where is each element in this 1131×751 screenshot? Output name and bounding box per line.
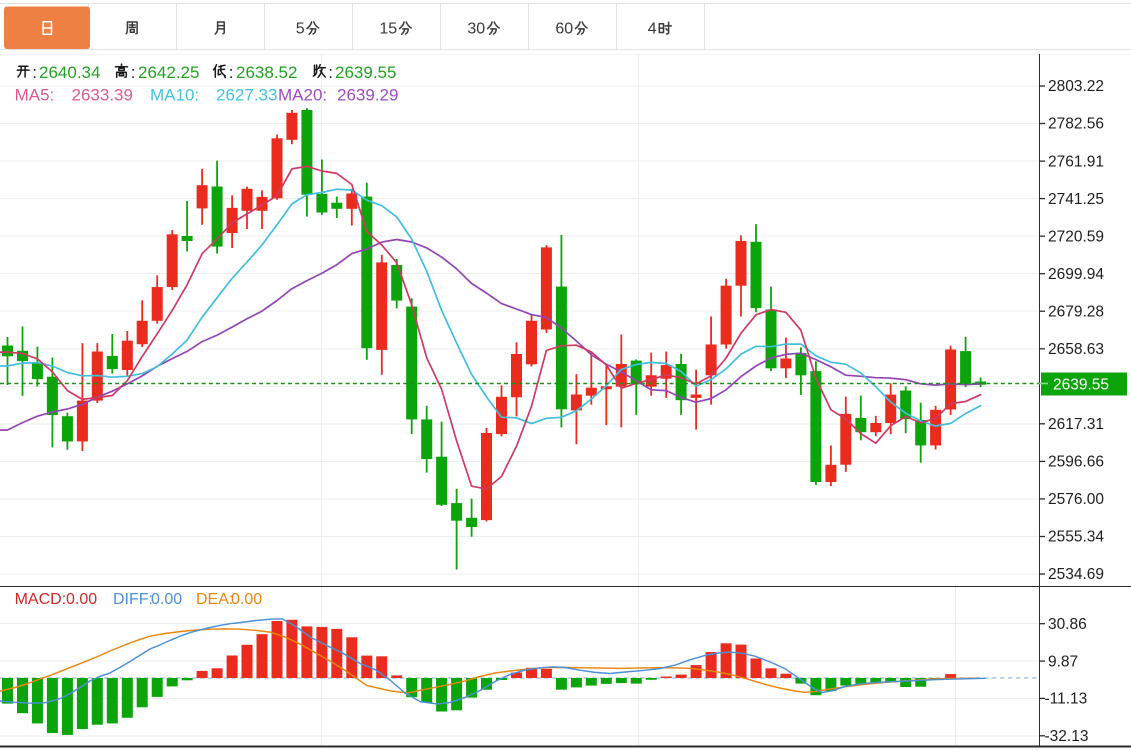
svg-text:MA20:: MA20: bbox=[278, 86, 327, 105]
svg-text:MA10:: MA10: bbox=[150, 86, 199, 105]
svg-text:15: 15 bbox=[379, 21, 397, 38]
svg-text:0.00: 0.00 bbox=[66, 591, 97, 608]
svg-text:2720.59: 2720.59 bbox=[1048, 228, 1104, 245]
svg-text:2576.00: 2576.00 bbox=[1048, 491, 1104, 508]
svg-text:2638.52: 2638.52 bbox=[236, 63, 297, 82]
svg-text:DIFF:: DIFF: bbox=[113, 591, 153, 608]
svg-text:2741.25: 2741.25 bbox=[1048, 191, 1104, 208]
svg-text:60: 60 bbox=[555, 21, 573, 38]
svg-text:2633.39: 2633.39 bbox=[72, 86, 133, 105]
svg-text:DEA:: DEA: bbox=[196, 591, 233, 608]
svg-text:2782.56: 2782.56 bbox=[1048, 116, 1104, 133]
svg-text:2627.33: 2627.33 bbox=[216, 86, 277, 105]
svg-text::: : bbox=[32, 63, 37, 82]
svg-text:5: 5 bbox=[296, 21, 305, 38]
svg-text:2699.94: 2699.94 bbox=[1048, 266, 1104, 283]
svg-text:MACD:: MACD: bbox=[15, 591, 67, 608]
svg-text:2679.28: 2679.28 bbox=[1048, 303, 1104, 320]
svg-text:0.00: 0.00 bbox=[231, 591, 262, 608]
svg-text:2534.69: 2534.69 bbox=[1048, 566, 1104, 583]
svg-text:2640.34: 2640.34 bbox=[39, 63, 100, 82]
svg-text:2639.55: 2639.55 bbox=[1053, 377, 1109, 394]
svg-text:2639.55: 2639.55 bbox=[335, 63, 396, 82]
svg-text::: : bbox=[229, 63, 234, 82]
svg-text:MA5:: MA5: bbox=[15, 86, 55, 105]
svg-text:0.00: 0.00 bbox=[151, 591, 182, 608]
svg-text:2555.34: 2555.34 bbox=[1048, 529, 1104, 546]
svg-text:2658.63: 2658.63 bbox=[1048, 341, 1104, 358]
svg-text:2617.31: 2617.31 bbox=[1048, 416, 1104, 433]
svg-text:30.86: 30.86 bbox=[1048, 616, 1087, 633]
svg-text:-32.13: -32.13 bbox=[1045, 728, 1089, 745]
svg-text:2803.22: 2803.22 bbox=[1048, 78, 1104, 95]
svg-text:2639.29: 2639.29 bbox=[337, 86, 398, 105]
svg-text:2642.25: 2642.25 bbox=[138, 63, 199, 82]
svg-text:2596.66: 2596.66 bbox=[1048, 454, 1104, 471]
svg-text:30: 30 bbox=[467, 21, 485, 38]
svg-text:4: 4 bbox=[648, 21, 657, 38]
svg-text::: : bbox=[328, 63, 333, 82]
svg-text:2761.91: 2761.91 bbox=[1048, 153, 1104, 170]
svg-text::: : bbox=[131, 63, 136, 82]
svg-text:9.87: 9.87 bbox=[1048, 653, 1078, 670]
svg-text:-11.13: -11.13 bbox=[1045, 691, 1088, 708]
